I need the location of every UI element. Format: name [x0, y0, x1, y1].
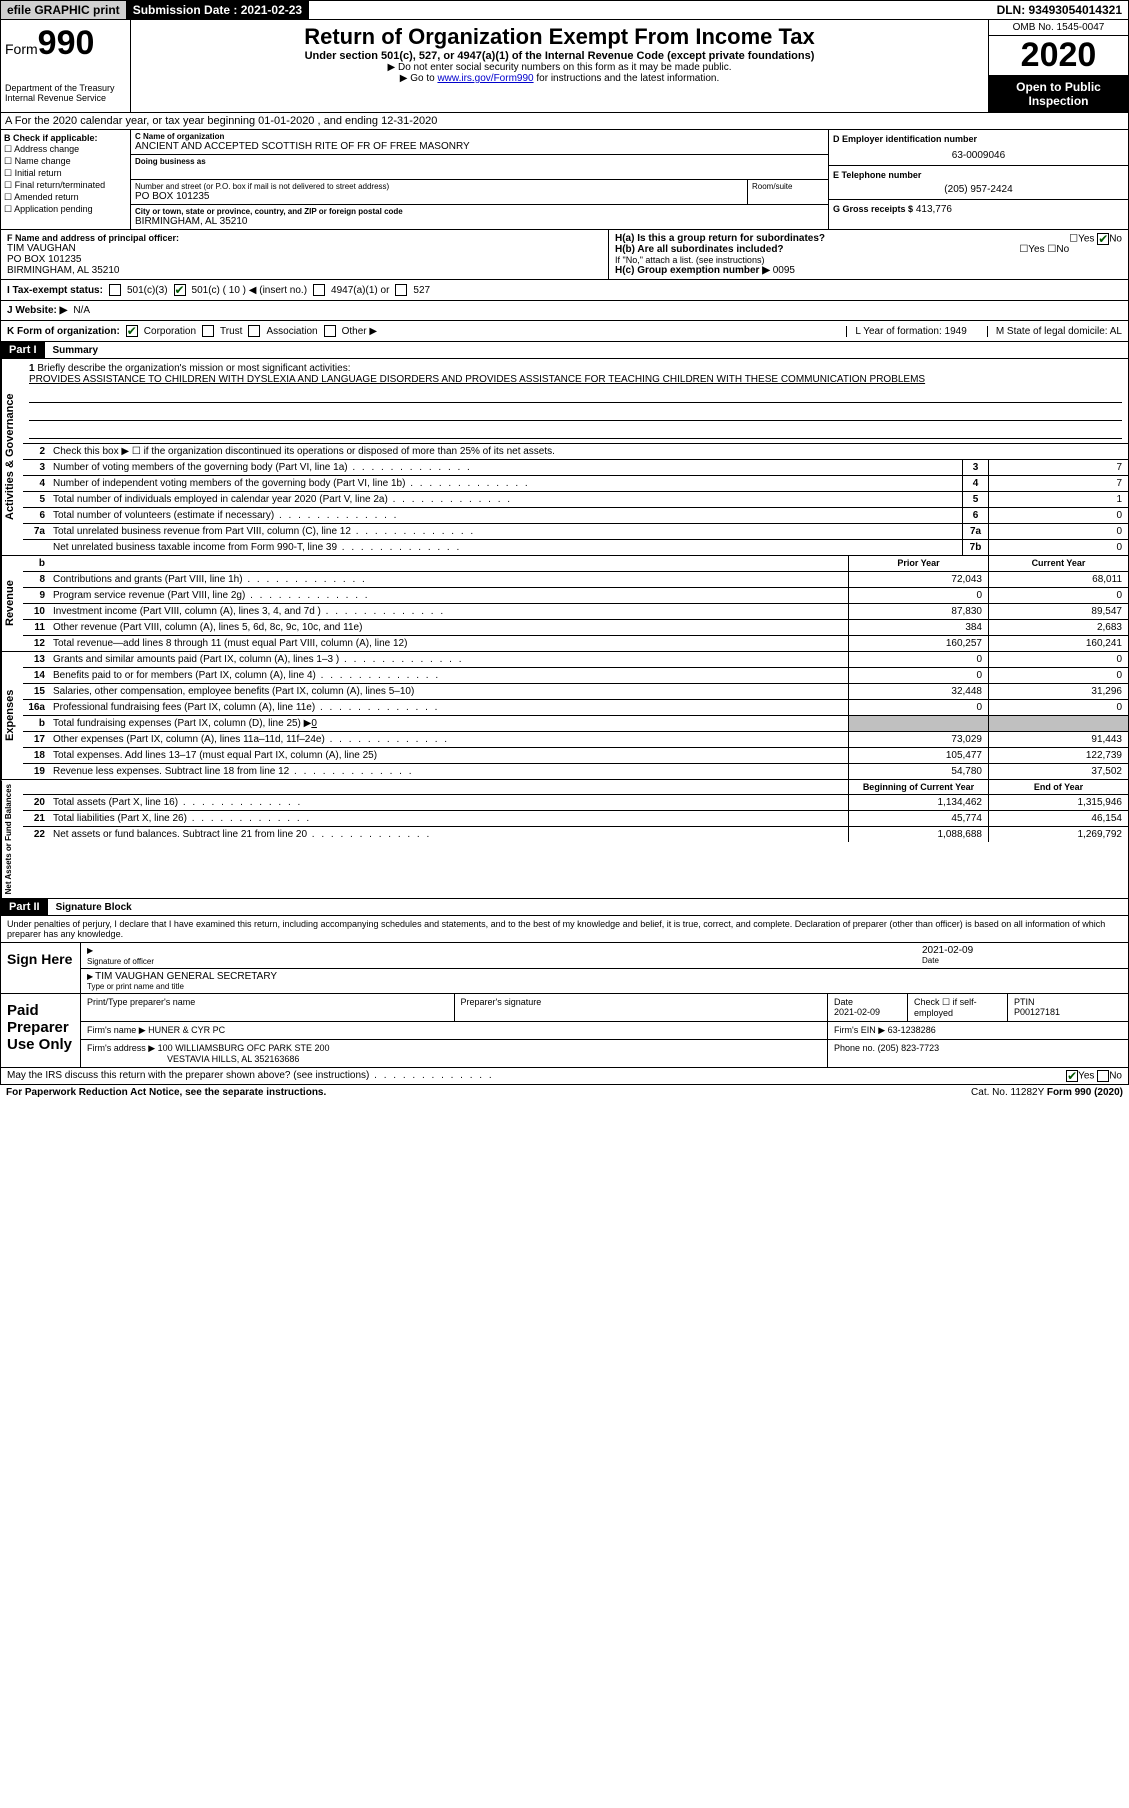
chk-final[interactable]: ☐ Final return/terminated — [4, 180, 127, 191]
org-name-box: C Name of organization ANCIENT AND ACCEP… — [131, 130, 828, 155]
irs-yes-no[interactable]: Yes No — [1066, 1070, 1122, 1082]
chk-amended[interactable]: ☐ Amended return — [4, 192, 127, 203]
chk-pending[interactable]: ☐ Application pending — [4, 204, 127, 215]
note-ssn: ▶ Do not enter social security numbers o… — [135, 62, 984, 73]
efile-button[interactable]: efile GRAPHIC print — [1, 1, 127, 19]
hdr-prior-year: Prior Year — [848, 556, 988, 571]
room-box: Room/suite — [748, 180, 828, 204]
side-netassets: Net Assets or Fund Balances — [1, 780, 23, 898]
line-21: Total liabilities (Part X, line 26) — [49, 811, 848, 826]
self-employed-check[interactable]: Check ☐ if self-employed — [908, 994, 1008, 1021]
row-j-website: J Website: ▶ N/A — [0, 301, 1129, 321]
form-header: Form990 Department of the Treasury Inter… — [0, 20, 1129, 113]
line-20: Total assets (Part X, line 16) — [49, 795, 848, 810]
submission-date: Submission Date : 2021-02-23 — [127, 1, 309, 19]
line-17: Other expenses (Part IX, column (A), lin… — [49, 732, 848, 747]
firm-name: Firm's name ▶ HUNER & CYR PC — [81, 1022, 828, 1039]
officer-signature[interactable]: Signature of officer — [87, 945, 922, 966]
year-formation: L Year of formation: 1949 — [846, 326, 966, 337]
chk-initial[interactable]: ☐ Initial return — [4, 168, 127, 179]
state-domicile: M State of legal domicile: AL — [987, 326, 1122, 337]
preparer-sig[interactable]: Preparer's signature — [455, 994, 829, 1021]
line-11: Other revenue (Part VIII, column (A), li… — [49, 620, 848, 635]
row-k-org: K Form of organization: Corporation Trus… — [0, 321, 1129, 342]
line-22: Net assets or fund balances. Subtract li… — [49, 827, 848, 842]
info-grid: B Check if applicable: ☐ Address change … — [0, 130, 1129, 230]
form-number: Form990 — [5, 24, 126, 63]
side-activities: Activities & Governance — [1, 359, 23, 555]
irs-discuss-row: May the IRS discuss this return with the… — [0, 1068, 1129, 1085]
line-5: Total number of individuals employed in … — [49, 492, 962, 507]
part2-header: Part IISignature Block — [0, 899, 1129, 916]
line-14: Benefits paid to or for members (Part IX… — [49, 668, 848, 683]
city-box: City or town, state or province, country… — [131, 205, 828, 229]
box-f-officer: F Name and address of principal officer:… — [1, 230, 608, 279]
line-16a: Professional fundraising fees (Part IX, … — [49, 700, 848, 715]
mission-text: PROVIDES ASSISTANCE TO CHILDREN WITH DYS… — [29, 374, 925, 385]
chk-name[interactable]: ☐ Name change — [4, 156, 127, 167]
street-box: Number and street (or P.O. box if mail i… — [131, 180, 748, 204]
irs-link[interactable]: www.irs.gov/Form990 — [437, 73, 533, 84]
dba-box: Doing business as — [131, 155, 828, 180]
line-7a: Total unrelated business revenue from Pa… — [49, 524, 962, 539]
box-h: H(a) Is this a group return for subordin… — [608, 230, 1128, 279]
form-title: Return of Organization Exempt From Incom… — [135, 24, 984, 50]
line-4: Number of independent voting members of … — [49, 476, 962, 491]
row-a-period: A For the 2020 calendar year, or tax yea… — [0, 113, 1129, 130]
officer-group-row: F Name and address of principal officer:… — [0, 230, 1129, 280]
line-16b: Total fundraising expenses (Part IX, col… — [49, 716, 848, 731]
sign-here-label: Sign Here — [1, 943, 81, 993]
hdr-boy: Beginning of Current Year — [848, 780, 988, 794]
paid-preparer-label: Paid Preparer Use Only — [1, 994, 81, 1067]
firm-ein: Firm's EIN ▶ 63-1238286 — [828, 1022, 1128, 1039]
box-b: B Check if applicable: ☐ Address change … — [1, 130, 131, 229]
omb-number: OMB No. 1545-0047 — [989, 20, 1128, 36]
top-bar: efile GRAPHIC print Submission Date : 20… — [0, 0, 1129, 20]
perjury-text: Under penalties of perjury, I declare th… — [1, 916, 1128, 942]
note-link: ▶ Go to www.irs.gov/Form990 for instruct… — [135, 73, 984, 84]
side-revenue: Revenue — [1, 556, 23, 651]
open-public: Open to Public Inspection — [989, 76, 1128, 112]
ptin: PTINP00127181 — [1008, 994, 1128, 1021]
line-7b: Net unrelated business taxable income fr… — [49, 540, 962, 555]
pra-notice: For Paperwork Reduction Act Notice, see … — [6, 1087, 326, 1098]
line-15: Salaries, other compensation, employee b… — [49, 684, 848, 699]
line-2: Check this box ▶ ☐ if the organization d… — [49, 444, 1128, 459]
tax-year: 2020 — [989, 36, 1128, 76]
box-d-ein: D Employer identification number 63-0009… — [829, 130, 1128, 166]
line-10: Investment income (Part VIII, column (A)… — [49, 604, 848, 619]
footer: For Paperwork Reduction Act Notice, see … — [0, 1085, 1129, 1100]
preparer-date: Date2021-02-09 — [828, 994, 908, 1021]
box-e-phone: E Telephone number (205) 957-2424 — [829, 166, 1128, 200]
row-i-status: I Tax-exempt status: 501(c)(3) 501(c) ( … — [0, 280, 1129, 301]
form-ref: Form 990 (2020) — [1047, 1087, 1123, 1098]
org-name: ANCIENT AND ACCEPTED SCOTTISH RITE OF FR… — [135, 141, 824, 152]
dept-label: Department of the Treasury Internal Reve… — [5, 83, 126, 103]
side-expenses: Expenses — [1, 652, 23, 779]
line-3: Number of voting members of the governin… — [49, 460, 962, 475]
hdr-eoy: End of Year — [988, 780, 1128, 794]
line-6: Total number of volunteers (estimate if … — [49, 508, 962, 523]
box-g-receipts: G Gross receipts $ 413,776 — [829, 200, 1128, 219]
line-19: Revenue less expenses. Subtract line 18 … — [49, 764, 848, 779]
sig-date: 2021-02-09Date — [922, 945, 1122, 966]
dln: DLN: 93493054014321 — [991, 1, 1128, 19]
line-13: Grants and similar amounts paid (Part IX… — [49, 652, 848, 667]
form-subtitle: Under section 501(c), 527, or 4947(a)(1)… — [135, 50, 984, 62]
signature-block: Under penalties of perjury, I declare th… — [0, 916, 1129, 1068]
firm-phone: Phone no. (205) 823-7723 — [828, 1040, 1128, 1067]
chk-address[interactable]: ☐ Address change — [4, 144, 127, 155]
cat-no: Cat. No. 11282Y — [971, 1087, 1044, 1098]
line-9: Program service revenue (Part VIII, line… — [49, 588, 848, 603]
line-8: Contributions and grants (Part VIII, lin… — [49, 572, 848, 587]
line-12: Total revenue—add lines 8 through 11 (mu… — [49, 636, 848, 651]
firm-address: Firm's address ▶ 100 WILLIAMSBURG OFC PA… — [81, 1040, 828, 1067]
officer-name: TIM VAUGHAN GENERAL SECRETARYType or pri… — [87, 971, 1122, 991]
preparer-name: Print/Type preparer's name — [81, 994, 455, 1021]
part1-header: Part ISummary — [0, 342, 1129, 359]
hdr-current-year: Current Year — [988, 556, 1128, 571]
line-18: Total expenses. Add lines 13–17 (must eq… — [49, 748, 848, 763]
line-1: 1 Briefly describe the organization's mi… — [23, 359, 1128, 444]
